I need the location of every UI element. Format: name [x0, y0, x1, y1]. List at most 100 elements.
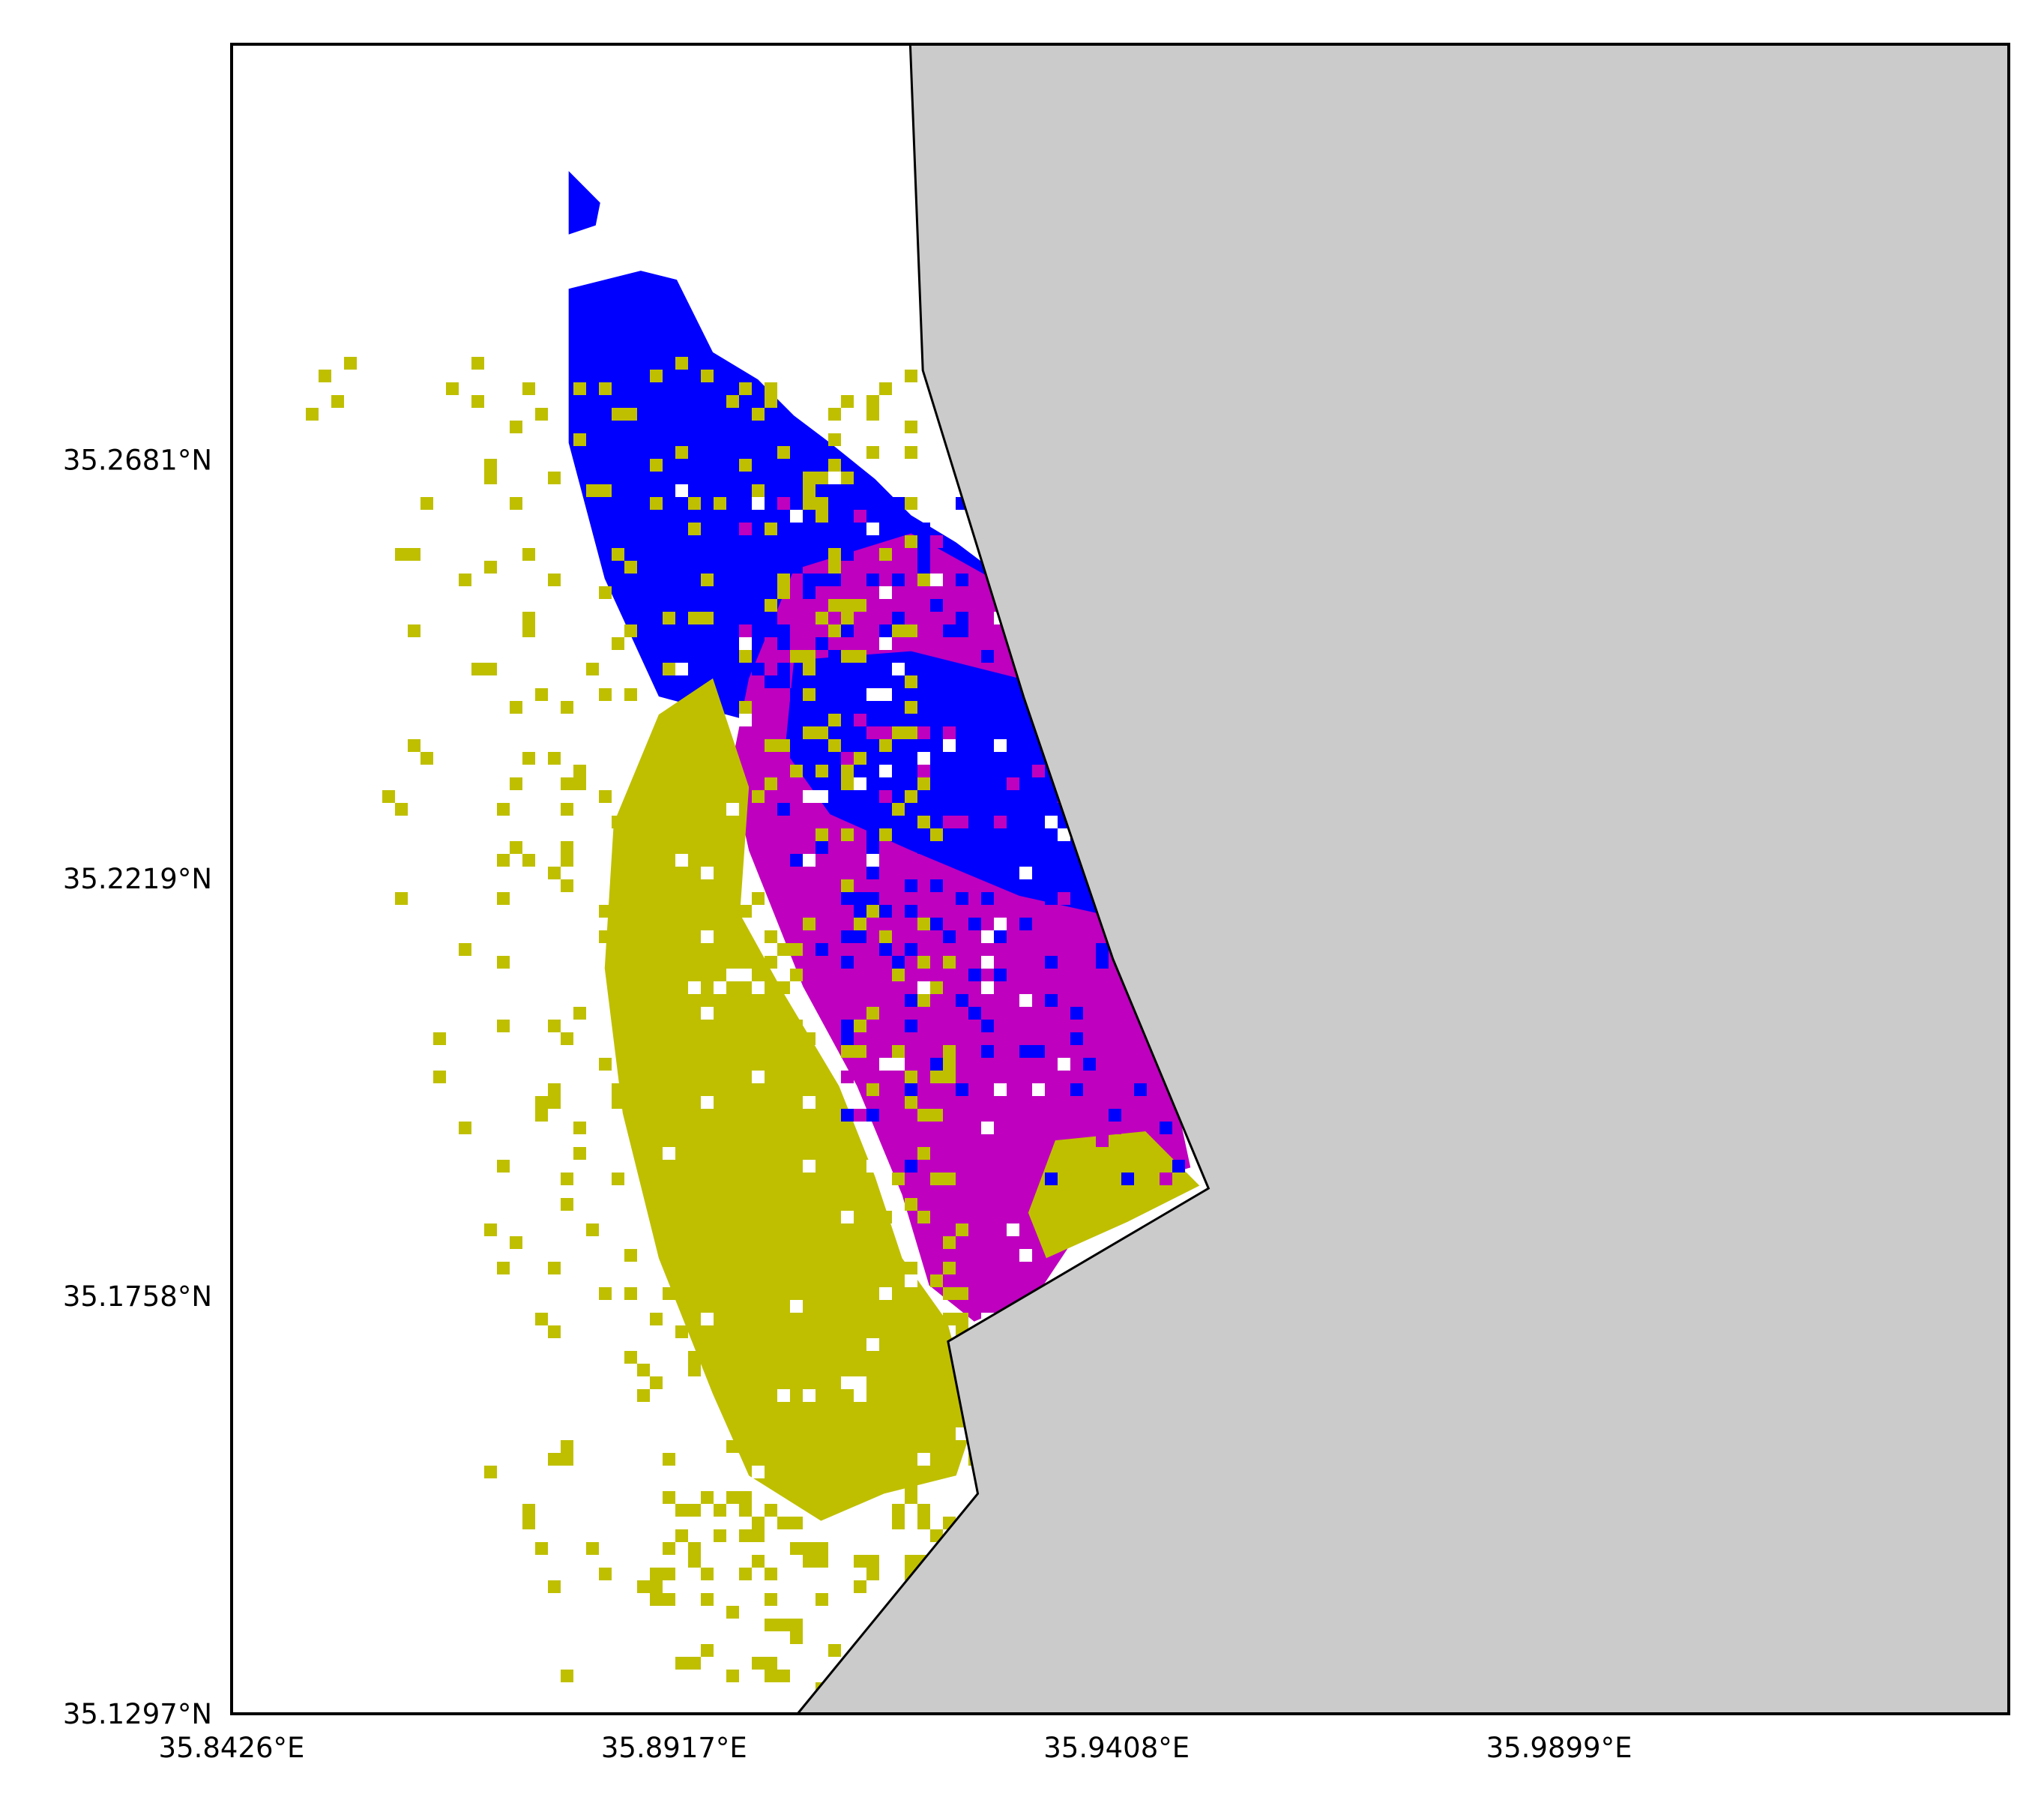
- olive-cell: [459, 943, 471, 956]
- olive-cell: [497, 1160, 510, 1173]
- olive-cell: [905, 1478, 917, 1491]
- olive-cell: [726, 1491, 739, 1504]
- olive-cell: [790, 1619, 803, 1631]
- blue-cell: [841, 1032, 854, 1045]
- olive-cell: [816, 1542, 828, 1555]
- blue-cell: [854, 892, 866, 905]
- olive-cell: [828, 548, 841, 561]
- olive-cell: [892, 1504, 905, 1517]
- gap-cell: [879, 688, 892, 701]
- olive-cell: [777, 1096, 790, 1109]
- map-plot-area[interactable]: [230, 43, 2010, 1715]
- olive-cell: [854, 1020, 866, 1032]
- blue-cell: [765, 624, 777, 637]
- olive-cell: [828, 459, 841, 472]
- blue-cell: [905, 879, 917, 892]
- y-tick-label: 35.1758°N: [63, 1280, 212, 1313]
- magenta-cell: [930, 535, 943, 548]
- blue-cell: [1032, 1045, 1045, 1058]
- blue-cell: [879, 624, 892, 637]
- olive-cell: [828, 1644, 841, 1657]
- blue-cell: [828, 574, 841, 586]
- gap-cell: [1058, 1058, 1070, 1071]
- olive-cell: [917, 777, 930, 790]
- olive-cell: [714, 1504, 726, 1517]
- olive-cell: [854, 650, 866, 663]
- olive-cell: [433, 1071, 446, 1083]
- olive-cell: [752, 1517, 765, 1529]
- olive-cell: [548, 1325, 561, 1338]
- olive-cell: [701, 841, 714, 854]
- gap-cell: [752, 981, 765, 994]
- olive-cell: [688, 1542, 701, 1555]
- magenta-cell: [1109, 1122, 1121, 1134]
- magenta-cell: [828, 586, 841, 599]
- olive-cell: [816, 1415, 828, 1427]
- olive-cell: [943, 956, 956, 969]
- olive-cell: [892, 969, 905, 981]
- x-tick-label: 35.9899°E: [1486, 1732, 1633, 1764]
- blue-cell: [968, 1007, 981, 1020]
- magenta-cell: [943, 726, 956, 739]
- blue-cell: [943, 624, 956, 637]
- blue-cell: [1096, 943, 1109, 956]
- blue-cell: [981, 1020, 994, 1032]
- blue-cell: [943, 841, 956, 854]
- olive-cell: [599, 586, 612, 599]
- blue-cell: [752, 510, 765, 523]
- olive-cell: [599, 1287, 612, 1300]
- magenta-cell: [765, 637, 777, 650]
- blue-cell: [917, 561, 930, 574]
- blue-cell: [816, 675, 828, 688]
- olive-cell: [726, 395, 739, 408]
- blue-cell: [866, 892, 879, 905]
- olive-cell: [790, 1338, 803, 1351]
- blue-cell: [956, 574, 968, 586]
- olive-cell: [726, 1670, 739, 1682]
- blue-cell: [803, 701, 816, 714]
- olive-cell: [841, 650, 854, 663]
- olive-cell: [765, 956, 777, 969]
- olive-cell: [714, 828, 726, 841]
- olive-cell: [663, 1542, 675, 1555]
- olive-cell: [803, 663, 816, 675]
- blue-cell: [943, 777, 956, 790]
- blue-cell: [866, 828, 879, 841]
- gap-cell: [866, 523, 879, 535]
- olive-cell: [930, 1427, 943, 1440]
- olive-cell: [637, 1020, 650, 1032]
- olive-cell: [663, 714, 675, 726]
- olive-cell: [701, 1491, 714, 1504]
- olive-cell: [612, 1096, 624, 1109]
- olive-cell: [866, 408, 879, 421]
- olive-cell: [866, 1083, 879, 1096]
- magenta-cell: [1058, 969, 1070, 981]
- olive-cell: [650, 370, 663, 382]
- olive-cell: [739, 382, 752, 395]
- blue-cell: [854, 675, 866, 688]
- olive-cell: [739, 1568, 752, 1580]
- blue-cell: [790, 688, 803, 701]
- olive-cell: [803, 472, 816, 484]
- olive-cell: [841, 599, 854, 612]
- blue-cell: [866, 841, 879, 854]
- magenta-cell: [1045, 1122, 1058, 1134]
- olive-cell: [688, 1555, 701, 1568]
- olive-cell: [816, 765, 828, 777]
- olive-cell: [650, 1313, 663, 1325]
- olive-cell: [561, 1670, 573, 1682]
- gap-cell: [866, 1338, 879, 1351]
- blue-cell: [1032, 879, 1045, 892]
- olive-cell: [586, 1223, 599, 1236]
- olive-cell: [930, 1173, 943, 1185]
- olive-cell: [548, 1580, 561, 1593]
- blue-cell: [1070, 1007, 1083, 1020]
- gap-cell: [1045, 816, 1058, 828]
- olive-cell: [917, 918, 930, 930]
- olive-cell: [586, 663, 599, 675]
- blue-cell: [803, 586, 816, 599]
- olive-cell: [624, 918, 637, 930]
- olive-cell: [510, 421, 522, 433]
- olive-cell: [841, 1223, 854, 1236]
- olive-cell: [510, 841, 522, 854]
